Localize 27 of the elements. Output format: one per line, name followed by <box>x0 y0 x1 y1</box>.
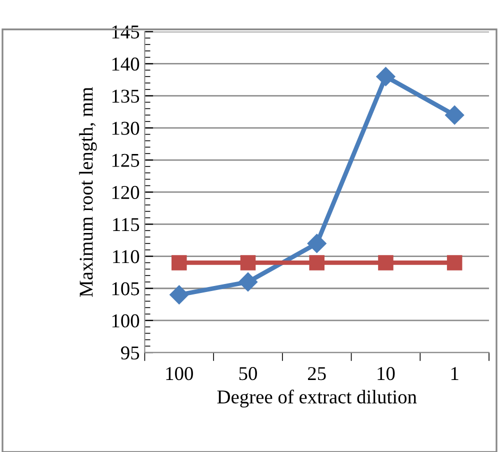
x-axis-title: Degree of extract dilution <box>217 390 417 408</box>
point <box>238 272 258 292</box>
point <box>445 106 464 125</box>
x-tick-label: 25 <box>308 367 326 380</box>
x-tick-label: 50 <box>239 367 257 380</box>
point <box>240 255 256 270</box>
y-tick-label: 105 <box>112 282 140 296</box>
y-tick-label: 140 <box>112 58 140 71</box>
y-tick-label: 120 <box>112 186 140 200</box>
point <box>172 255 187 270</box>
y-axis-title: Maximum root length, mm <box>79 87 97 297</box>
y-tick-label: 115 <box>113 218 140 232</box>
y-tick-label: 125 <box>112 154 140 167</box>
y-tick-label: 110 <box>113 250 140 264</box>
x-tick-label: 10 <box>378 367 395 380</box>
point <box>307 234 326 253</box>
y-tick-label: 130 <box>112 122 140 135</box>
point <box>309 255 325 270</box>
point <box>376 67 396 86</box>
point <box>446 255 462 270</box>
point <box>170 285 189 304</box>
x-tick-label: 100 <box>166 367 193 380</box>
point <box>378 255 394 270</box>
y-tick-label: 95 <box>121 346 140 360</box>
y-tick-label: 135 <box>112 90 140 103</box>
y-tick-label: 100 <box>112 314 140 328</box>
x-tick-label: 1 <box>451 367 458 380</box>
